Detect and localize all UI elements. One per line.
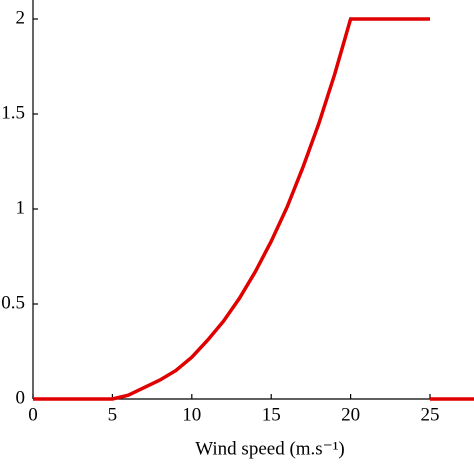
y-tick-label: 0.5 (1, 292, 25, 313)
y-tick-label: 0 (16, 387, 26, 408)
y-tick-label: 1.5 (1, 102, 25, 123)
x-tick-label: 5 (108, 404, 118, 425)
x-tick-label: 20 (341, 404, 360, 425)
x-tick-label: 0 (28, 404, 38, 425)
x-tick-label: 10 (182, 404, 201, 425)
x-tick-label: 15 (262, 404, 281, 425)
x-axis-label: Wind speed (m.s⁻¹) (195, 438, 345, 459)
y-tick-label: 2 (16, 7, 26, 28)
data-line (33, 17, 474, 401)
x-tick-label: 25 (421, 404, 440, 425)
y-tick-label: 1 (16, 197, 26, 218)
